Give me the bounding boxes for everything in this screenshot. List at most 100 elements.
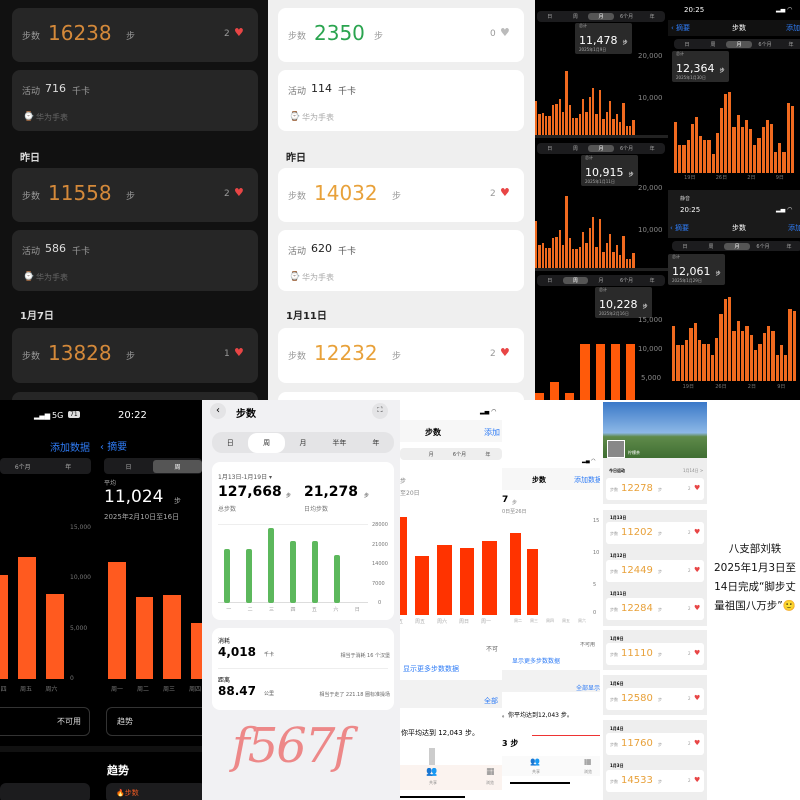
avatar[interactable] [607,440,625,458]
heart-icon[interactable]: ♥ [694,484,701,492]
heart-icon[interactable]: ♥ [694,528,701,536]
tab-6month[interactable]: 6个月 [619,146,634,152]
tab-year[interactable]: 年 [788,41,794,48]
trend-card[interactable]: 🔥步数 [106,783,202,800]
back-button[interactable]: ‹ 摘要 [670,224,690,232]
date-range-select[interactable]: 1月13日-1月19日 ▾ [218,474,272,481]
date-steps-card[interactable]: 步数 13828 步 1 ♥ [12,328,258,383]
period-tabs[interactable]: 月 6个月 年 [400,448,502,460]
step-record-row[interactable]: 步数 11202 步 2 ♥ [606,522,704,544]
heart-icon[interactable]: ♥ [234,26,244,39]
heart-icon[interactable]: ♥ [694,739,701,747]
tab-day[interactable]: 日 [547,146,553,152]
heart-icon[interactable]: ♥ [234,186,244,199]
yesterday-activity-card[interactable]: 活动 620 千卡 ⌚ 华为手表 [278,230,524,291]
tab-month[interactable]: 月 [598,278,604,284]
heart-icon[interactable]: ♥ [694,776,701,784]
period-tabs[interactable]: 日 周 月 6个月 年 [537,11,665,22]
add-data-button[interactable]: 添加数据 [574,476,600,484]
period-tabs[interactable]: 日 周 月 6个月 年 [674,39,800,49]
today-activity-card[interactable]: 活动 716 千卡 ⌚ 华为手表 [12,70,258,131]
yesterday-steps-card[interactable]: 步数 14032 步 2 ♥ [278,168,524,222]
yesterday-steps-card[interactable]: 步数 11558 步 2 ♥ [12,168,258,222]
date-steps-card[interactable]: 步数 12232 步 2 ♥ [278,328,524,383]
tab-year[interactable]: 年 [65,463,72,471]
step-record-row[interactable]: 步数 12278 步 2 ♥ [606,478,704,500]
back-button[interactable]: ‹ [210,403,226,419]
tab-year[interactable]: 年 [649,146,655,152]
heart-icon[interactable]: ♥ [694,649,701,657]
tab-6month[interactable]: 6个月 [619,278,634,284]
tab-year[interactable]: 年 [786,243,792,250]
tab-week[interactable]: 周 [710,41,716,48]
heart-icon[interactable]: ♥ [500,346,510,359]
add-data-button[interactable]: 添加数据 [788,224,800,232]
heart-icon[interactable]: ♥ [234,346,244,359]
tab-day[interactable]: 日 [682,243,688,250]
tab-month[interactable]: 月 [588,145,614,152]
step-record-row[interactable]: 步数 14533 步 2 ♥ [606,770,704,792]
period-tabs-left[interactable]: 6个月 年 [0,458,91,474]
back-button[interactable]: ‹ 摘要 [100,442,128,453]
week-bar-chart[interactable] [218,524,368,603]
heart-icon[interactable]: ♥ [694,566,701,574]
tab-week[interactable]: 周 [572,14,578,20]
month-bar-chart[interactable] [535,183,635,268]
share-icon[interactable]: 👥 [426,767,438,777]
step-record-row[interactable]: 步数 12284 步 2 ♥ [606,598,704,620]
period-tabs[interactable]: 日 周 月 6个月 年 [672,241,800,251]
step-record-row[interactable]: 步数 11760 步 2 ♥ [606,733,704,755]
show-all-link[interactable]: 全部显示 [576,685,600,692]
tab-day[interactable]: 日 [684,41,690,48]
tab-6month[interactable]: 6个月 [758,41,772,48]
step-record-row[interactable]: 步数 12580 步 2 ♥ [606,688,704,710]
tab-year[interactable]: 年 [649,278,655,284]
tab-month[interactable]: 月 [724,242,750,250]
tab-6month[interactable]: 6个月 [452,451,467,458]
week-bar-chart[interactable] [510,520,590,615]
trend-box[interactable]: 趋势 [106,707,202,736]
browse-icon[interactable]: ▦ [584,757,592,766]
week-bar-chart[interactable] [0,527,64,679]
tab-day[interactable]: 日 [226,438,234,447]
tab-month[interactable]: 月 [428,451,434,458]
tab-browse[interactable]: 浏览 [486,780,494,785]
tab-week[interactable]: 周 [562,277,589,284]
tab-week[interactable]: 周 [248,432,285,453]
period-tabs[interactable]: 日 周 月 半年 年 [212,432,394,453]
yesterday-activity-card[interactable]: 活动 586 千卡 ⌚ 华为手表 [12,230,258,291]
tab-year[interactable]: 年 [485,451,491,458]
heart-icon[interactable]: ♥ [500,26,510,39]
share-icon[interactable]: 👥 [530,757,540,766]
back-button[interactable]: ‹ 摘要 [671,24,691,32]
tab-day[interactable]: 日 [547,14,553,20]
show-more-link[interactable]: 显示更多步数数据 [403,665,459,673]
day-bar-chart[interactable] [674,80,794,173]
tab-year[interactable]: 年 [649,14,655,20]
tab-6month[interactable]: 6个月 [756,243,770,250]
today-date-link[interactable]: 1月14日 > [683,468,704,473]
week-bar-chart[interactable] [535,318,635,400]
tab-month[interactable]: 月 [588,13,614,20]
month-bar-chart[interactable] [535,50,635,135]
tab-6month[interactable]: 6个月 [619,14,634,20]
week-bar-chart[interactable] [400,500,497,615]
tab-share[interactable]: 共享 [429,780,437,785]
add-data-button[interactable]: 添加 [484,428,500,437]
browse-icon[interactable]: ▦ [486,767,495,777]
unavailable-box[interactable]: 不可用 [0,707,90,736]
tab-week[interactable]: 周 [153,459,202,473]
fullscreen-icon[interactable]: ⛶ [372,403,388,419]
tab-month[interactable]: 月 [299,438,307,447]
tab-share[interactable]: 共享 [532,769,540,774]
tab-day[interactable]: 日 [125,463,132,471]
tab-halfyear[interactable]: 半年 [332,438,347,447]
tab-year[interactable]: 年 [372,438,380,447]
step-record-row[interactable]: 步数 12449 步 2 ♥ [606,560,704,582]
heart-icon[interactable]: ♥ [694,694,701,702]
today-steps-card[interactable]: 步数 2350 步 0 ♥ [278,8,524,62]
show-all-link[interactable]: 全部 [484,697,498,705]
heart-icon[interactable]: ♥ [500,186,510,199]
tab-day[interactable]: 日 [547,278,553,284]
add-data-button[interactable]: 添加数据 [786,24,800,32]
